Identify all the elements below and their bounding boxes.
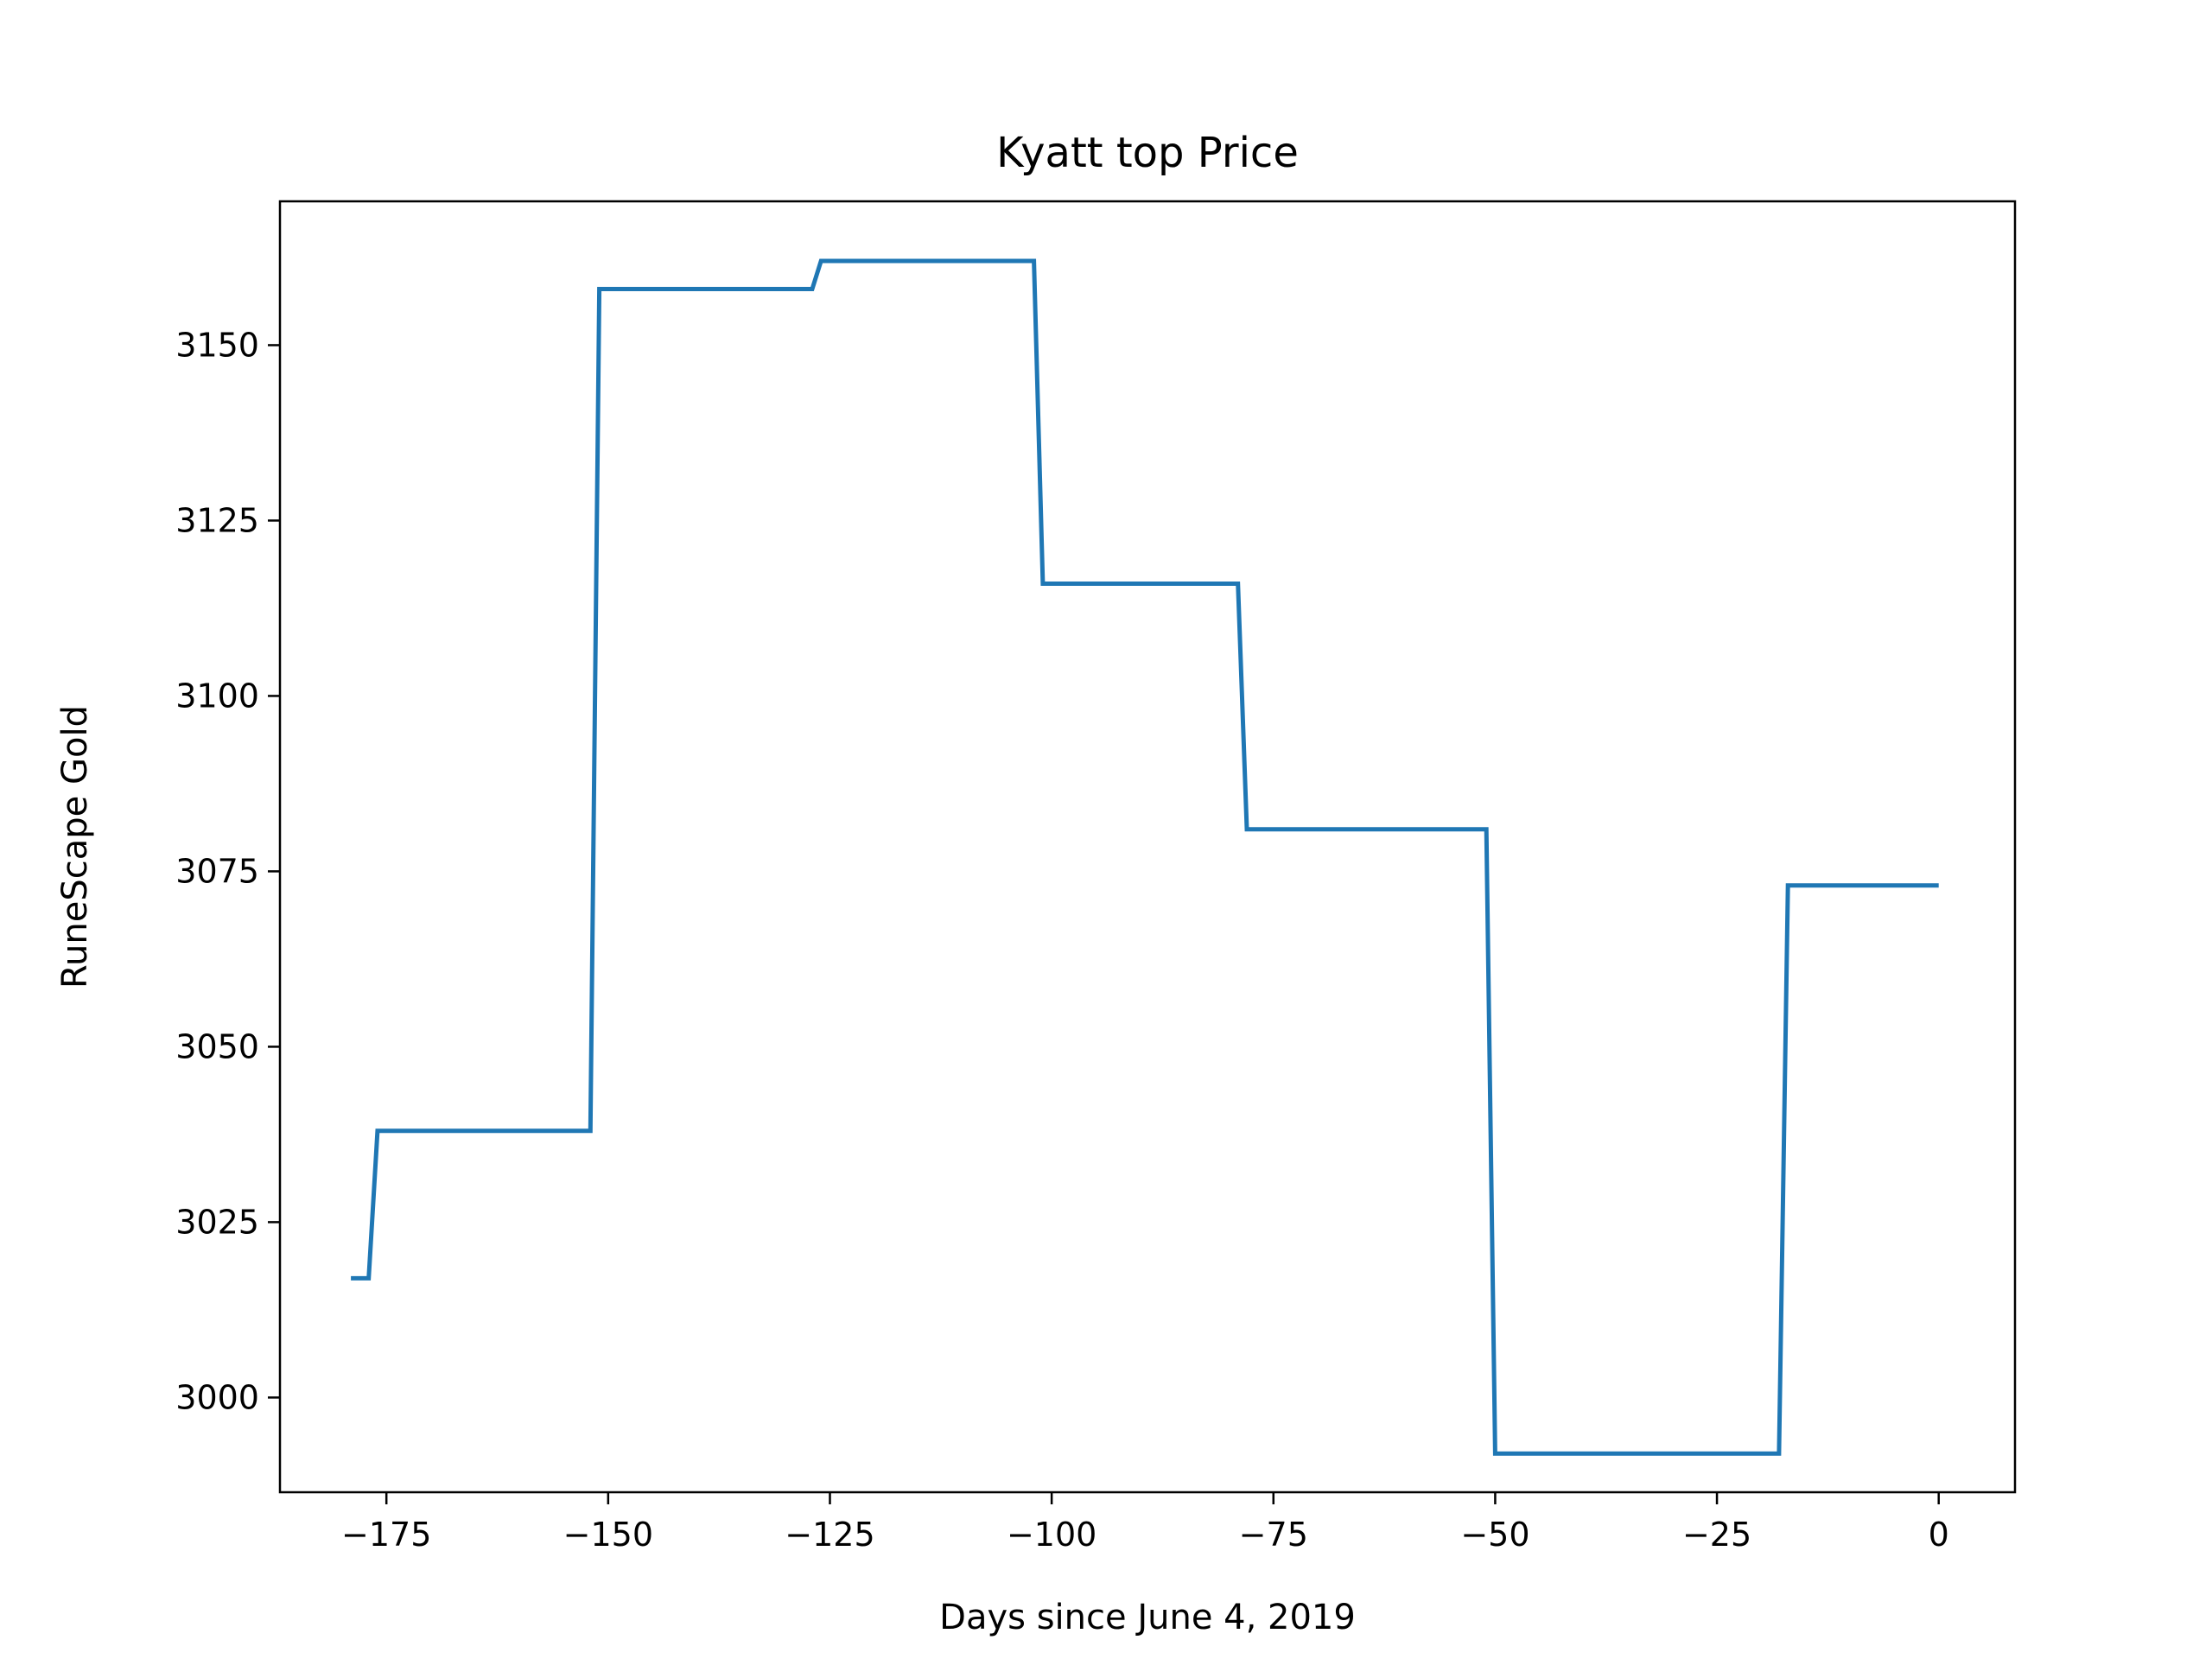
plot-area [280,201,2015,1492]
series-layer [351,258,1939,1456]
x-axis-label: Days since June 4, 2019 [939,1598,1356,1637]
y-tick-label: 3050 [175,1027,259,1065]
x-tick-label: −75 [1239,1516,1308,1554]
x-tick-label: −25 [1682,1516,1751,1554]
y-axis-ticks: 3000 3025 3050 3075 3100 3125 3150 [175,326,280,1416]
y-tick-label: 3125 [175,501,259,539]
x-axis-ticks: −175 −150 −125 −100 −75 −50 −25 0 [341,1492,1949,1554]
y-tick-label: 3075 [175,852,259,890]
y-tick-label: 3100 [175,677,259,715]
plot-frame [278,200,2017,1494]
x-tick-label: −100 [1007,1516,1096,1554]
y-tick-label: 3000 [175,1378,259,1416]
chart-title: Kyatt top Price [996,129,1299,177]
x-tick-label: 0 [1929,1516,1949,1554]
y-tick-label: 3025 [175,1203,259,1241]
y-tick-label: 3150 [175,326,259,364]
series-line [351,258,1939,1456]
x-tick-label: −125 [785,1516,874,1554]
x-tick-label: −175 [341,1516,431,1554]
x-tick-label: −150 [563,1516,653,1554]
y-axis-label: RuneScape Gold [55,705,95,988]
x-tick-label: −50 [1460,1516,1529,1554]
plot-background [280,201,2015,1492]
